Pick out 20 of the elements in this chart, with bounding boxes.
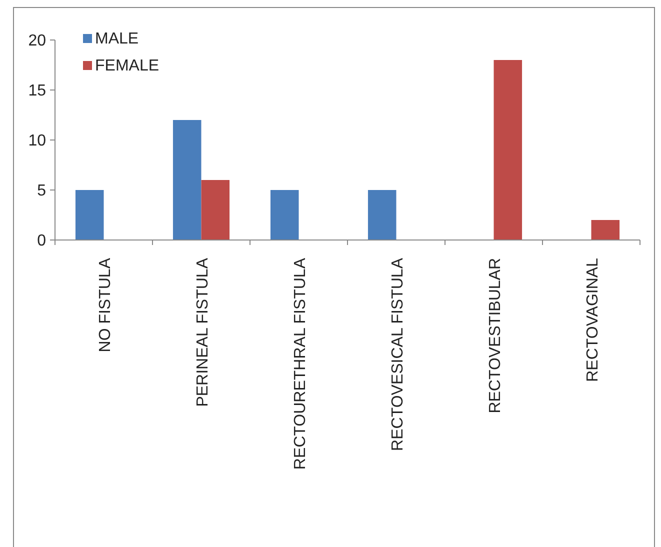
bar: [270, 190, 299, 240]
bar: [172, 120, 202, 240]
y-tick-label: 0: [37, 232, 46, 250]
x-tick-label: RECTOVESICAL FISTULA: [389, 258, 406, 451]
x-tick-label: RECTOVAGINAL: [584, 258, 602, 382]
y-tick-label: 20: [28, 32, 46, 50]
bar: [591, 220, 620, 240]
y-tick-label: 15: [28, 82, 46, 100]
bar: [75, 190, 104, 240]
x-tick-label: RECTOURETHRAL FISTULA: [292, 258, 309, 470]
bar: [201, 180, 230, 240]
legend-label: MALE: [95, 30, 139, 48]
bar: [368, 190, 396, 240]
x-tick-label: PERINEAL FISTULA: [194, 258, 212, 407]
x-tick-label: NO FISTULA: [96, 258, 114, 352]
x-tick-label: RECTOVESTIBULAR: [486, 258, 504, 414]
legend-label: FEMALE: [95, 58, 160, 75]
y-tick-label: 5: [37, 182, 46, 200]
bar: [494, 60, 522, 240]
y-tick-label: 10: [28, 132, 46, 150]
